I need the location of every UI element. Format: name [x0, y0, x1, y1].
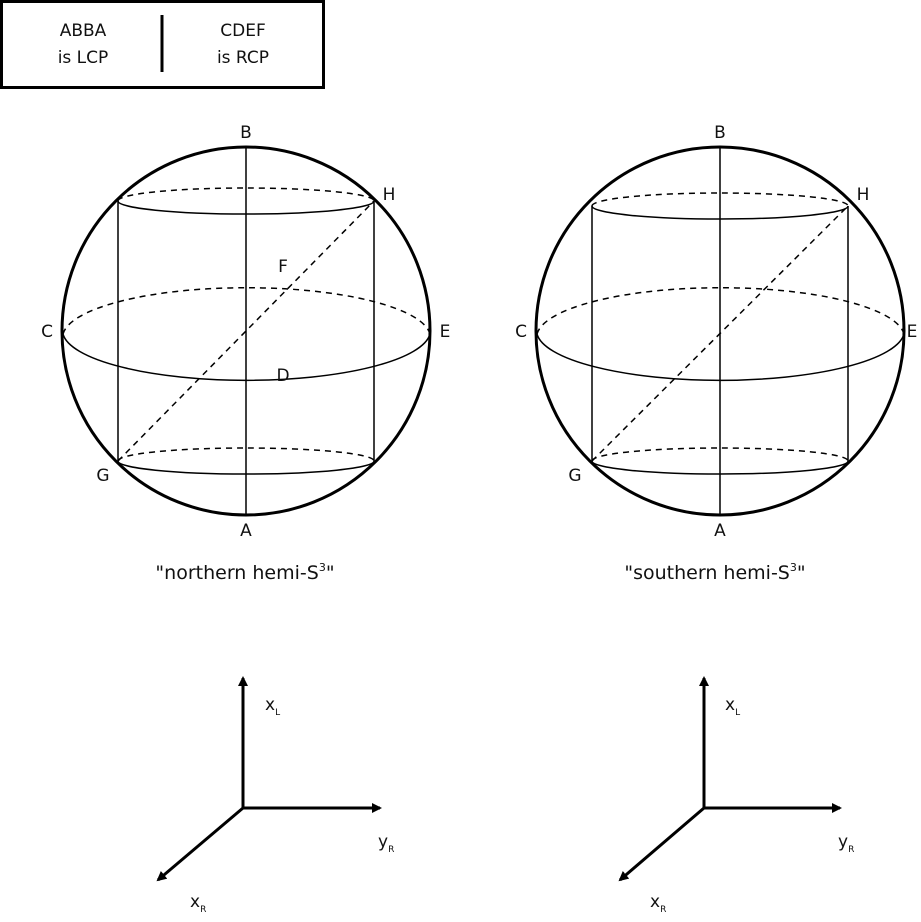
left-caption-sup: 3 [319, 561, 326, 574]
legend-right-line1: CDEF [220, 21, 265, 41]
right-caption-sup: 3 [790, 561, 797, 574]
left-label-f: F [278, 257, 288, 277]
left-axes: xL yR xR [156, 676, 394, 915]
right-sphere: B A C E G H "southern hemi-S3" [515, 123, 917, 584]
right-axis-diag-arrow [618, 806, 705, 882]
right-label-b: B [714, 123, 726, 143]
right-caption: "southern hemi-S3" [624, 561, 805, 584]
right-axis-up-sub: L [735, 708, 740, 718]
left-sphere: B A C E F D G H "northern hemi-S3" [41, 123, 450, 584]
left-label-d: D [276, 366, 289, 386]
legend-left-line1: ABBA [60, 21, 107, 41]
left-axis-up-label: xL [265, 695, 280, 718]
left-axis-diag-label: xR [190, 892, 206, 915]
left-label-b: B [240, 123, 252, 143]
right-caption-end: " [797, 562, 806, 584]
right-bottom-ellipse-back [591, 447, 849, 462]
right-caption-main: "southern hemi-S [624, 562, 789, 584]
right-axis-diag-sub: R [660, 905, 666, 915]
right-axis-right-label: yR [838, 832, 854, 855]
left-axis-right-label: yR [378, 832, 394, 855]
left-axis-diag-sub: R [200, 905, 206, 915]
legend-border [0, 0, 325, 89]
legend-right-line2: is RCP [217, 48, 269, 68]
right-axis-right-main: y [838, 832, 848, 852]
left-equator-back [62, 286, 431, 335]
legend-box: ABBA is LCP CDEF is RCP [0, 0, 325, 89]
right-axis-right-sub: R [848, 845, 854, 855]
left-axis-right-main: y [378, 832, 388, 852]
left-caption: "northern hemi-S3" [155, 561, 334, 584]
left-caption-end: " [326, 562, 335, 584]
right-axes: xL yR xR [618, 676, 854, 915]
left-diagonal-gh [117, 200, 375, 462]
right-diagonal-gh [591, 205, 849, 462]
right-axis-diag-main: x [650, 892, 660, 912]
right-label-e: E [907, 322, 918, 342]
left-axis-up-main: x [265, 695, 275, 715]
legend-left-line2: is LCP [58, 48, 109, 68]
left-bottom-ellipse-back [117, 447, 375, 462]
right-label-a: A [714, 521, 726, 541]
left-label-h: H [383, 185, 396, 205]
left-caption-main: "northern hemi-S [155, 562, 318, 584]
left-axis-diag-arrow [156, 806, 244, 882]
left-label-g: G [96, 466, 109, 486]
right-label-h: H [857, 185, 870, 205]
left-label-a: A [240, 521, 252, 541]
right-axis-up-main: x [725, 695, 735, 715]
left-label-e: E [440, 322, 451, 342]
right-label-c: C [515, 322, 527, 342]
left-axis-right-sub: R [388, 845, 394, 855]
left-top-ellipse-back [117, 187, 375, 202]
right-label-g: G [568, 466, 581, 486]
right-axis-diag-label: xR [650, 892, 666, 915]
left-axis-up-sub: L [275, 708, 280, 718]
right-axis-up-label: xL [725, 695, 740, 718]
left-axis-diag-main: x [190, 892, 200, 912]
left-label-c: C [41, 322, 53, 342]
right-equator-back [536, 286, 905, 335]
right-top-ellipse-back [591, 192, 849, 207]
